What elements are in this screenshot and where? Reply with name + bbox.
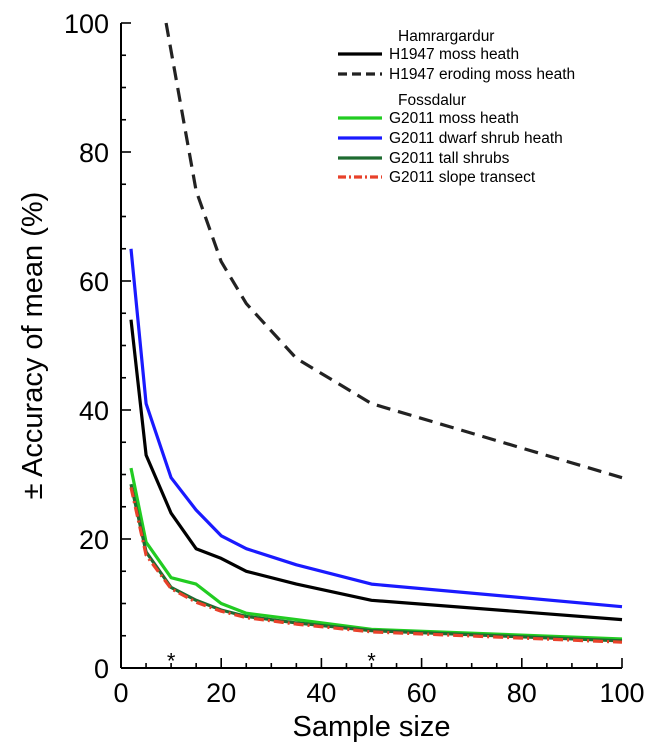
x-tick-label: 60 [407, 678, 437, 708]
x-tick-label: 80 [507, 678, 537, 708]
axes: 0 20 40 60 80 100 0 20 40 60 80 100 [64, 9, 645, 708]
y-tick-label: 0 [94, 654, 109, 684]
series-line-1 [164, 22, 623, 480]
asterisk-marker: * [167, 648, 176, 673]
series-line-3 [129, 248, 623, 609]
y-axis-label: ± Accuracy of mean (%) [17, 192, 49, 500]
asterisk-marker: * [367, 648, 376, 673]
series-line-2 [129, 467, 623, 641]
y-tick-label: 80 [79, 138, 109, 168]
x-tick-label: 40 [306, 678, 336, 708]
series-line-5 [129, 487, 623, 644]
annotations: * * [167, 648, 376, 673]
y-tick-label: 100 [64, 9, 109, 39]
x-tick-label: 0 [113, 678, 128, 708]
legend-entry-label: H1947 moss heath [389, 46, 519, 63]
y-tick-label: 40 [79, 396, 109, 426]
y-tick-label: 60 [79, 267, 109, 297]
legend-entry-label: G2011 tall shrubs [389, 150, 510, 167]
plot-area [129, 22, 623, 644]
y-tick-label: 20 [79, 525, 109, 555]
legend-group-title: Fossdalur [398, 92, 466, 109]
x-tick-label: 20 [206, 678, 236, 708]
series-line-0 [129, 319, 623, 622]
x-axis-label: Sample size [293, 711, 451, 743]
legend-entry-label: G2011 slope transect [389, 169, 536, 186]
series-line-4 [129, 483, 623, 643]
x-tick-label: 100 [599, 678, 644, 708]
legend-group-title: Hamrargardur [398, 28, 494, 45]
legend-entry-label: G2011 dwarf shrub heath [389, 130, 563, 147]
legend-entry-label: G2011 moss heath [389, 110, 519, 127]
legend-entry-label: H1947 eroding moss heath [389, 66, 575, 83]
